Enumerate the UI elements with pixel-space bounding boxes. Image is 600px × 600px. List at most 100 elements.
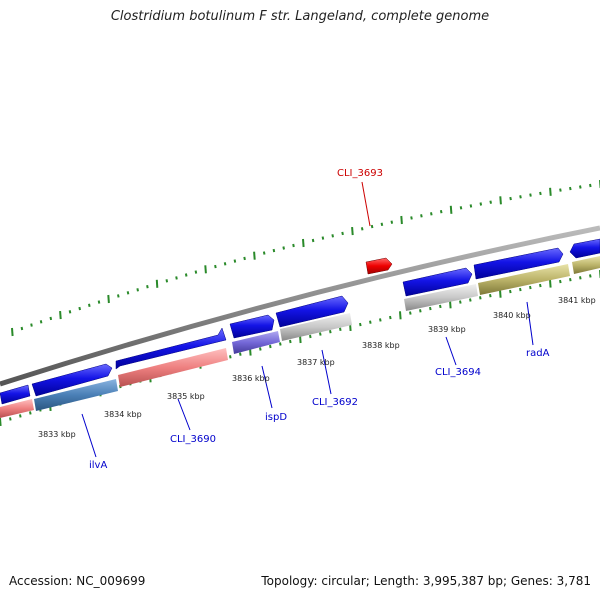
upper-tick-mark bbox=[579, 185, 582, 189]
upper-tick-mark bbox=[341, 231, 344, 236]
lower-tick-mark bbox=[539, 283, 542, 288]
label-leader-lines bbox=[81, 181, 534, 458]
label-CLI_3693[interactable]: CLI_3693 bbox=[337, 168, 383, 179]
upper-tick-mark bbox=[420, 214, 423, 218]
lower-tick-mark bbox=[399, 311, 402, 320]
tick-3836: 3836 kbp bbox=[232, 374, 270, 383]
upper-tick-mark bbox=[302, 238, 305, 248]
lower-tick-mark bbox=[459, 300, 462, 304]
label-radA[interactable]: radA bbox=[526, 348, 550, 359]
lower-tick-mark bbox=[289, 339, 292, 344]
upper-tick-mark bbox=[214, 264, 217, 269]
lower-tick-mark bbox=[329, 330, 332, 334]
lower-tick-mark bbox=[339, 327, 342, 331]
upper-tick-mark bbox=[30, 323, 33, 327]
upper-tick-mark bbox=[243, 256, 246, 261]
forward-cds-track bbox=[0, 238, 600, 405]
upper-tick-mark bbox=[469, 204, 473, 208]
upper-tick-mark bbox=[165, 279, 169, 283]
forward-cds-arrow[interactable] bbox=[0, 384, 31, 405]
feature-bar-right-edge[interactable] bbox=[572, 256, 600, 274]
upper-tick-mark bbox=[311, 238, 315, 243]
lower-tick-mark bbox=[529, 285, 532, 290]
feature-bar-CLI_3692[interactable] bbox=[280, 313, 352, 341]
upper-tick-mark bbox=[262, 251, 266, 255]
forward-cds-arrow[interactable] bbox=[229, 314, 275, 339]
feature-bar-CLI_3690[interactable] bbox=[118, 348, 228, 387]
upper-tick-mark bbox=[370, 224, 374, 229]
upper-tick-mark bbox=[380, 222, 384, 226]
lower-tick-mark bbox=[489, 294, 492, 298]
upper-tick-mark bbox=[272, 248, 276, 253]
lower-tick-mark bbox=[0, 417, 2, 427]
lower-tick-mark bbox=[29, 411, 32, 415]
lower-tick-mark bbox=[379, 318, 382, 322]
leader-radA bbox=[526, 301, 534, 346]
feature-bar-ispD[interactable] bbox=[232, 331, 280, 354]
lower-tick-mark bbox=[559, 279, 562, 284]
upper-tick-mark bbox=[351, 227, 354, 236]
forward-cds-arrow[interactable] bbox=[473, 247, 564, 280]
lower-tick-mark bbox=[319, 332, 322, 336]
forward-cds-arrow[interactable] bbox=[569, 238, 600, 259]
leader-ilvA bbox=[81, 413, 97, 458]
feature-bar-CLI_3694[interactable] bbox=[404, 284, 478, 311]
lower-tick-mark bbox=[479, 296, 482, 300]
label-ilvA[interactable]: ilvA bbox=[89, 460, 107, 471]
tick-3837: 3837 kbp bbox=[297, 358, 335, 367]
lower-tick-mark bbox=[359, 322, 362, 327]
upper-tick-mark bbox=[321, 236, 325, 240]
tick-3835: 3835 kbp bbox=[167, 392, 205, 401]
feature-bar-ilvA-region[interactable] bbox=[0, 399, 34, 418]
upper-tick-mark bbox=[233, 259, 237, 263]
upper-tick-mark bbox=[117, 294, 120, 298]
forward-cds-arrow[interactable] bbox=[402, 267, 473, 297]
lower-tick-mark bbox=[309, 334, 312, 339]
lower-tick-mark bbox=[229, 355, 232, 359]
forward-cds-arrow[interactable] bbox=[275, 295, 349, 328]
lower-tick-mark bbox=[239, 352, 242, 356]
tick-3841: 3841 kbp bbox=[558, 296, 596, 305]
upper-tick-mark bbox=[430, 212, 433, 216]
kbp-tick-labels: 3833 kbp 3834 kbp 3835 kbp 3836 kbp 3837… bbox=[38, 296, 596, 439]
leader-ispD bbox=[261, 365, 273, 409]
upper-tick-mark bbox=[20, 326, 24, 331]
upper-tick-mark bbox=[400, 215, 403, 225]
upper-tick-mark bbox=[223, 262, 227, 266]
lower-tick-mark bbox=[469, 298, 472, 302]
lower-tick-mark bbox=[439, 304, 442, 309]
upper-tick-mark bbox=[282, 246, 285, 250]
label-CLI_3690[interactable]: CLI_3690 bbox=[170, 434, 216, 445]
lower-tick-mark bbox=[269, 344, 272, 349]
label-CLI_3694[interactable]: CLI_3694 bbox=[435, 367, 481, 378]
upper-tick-mark bbox=[204, 265, 207, 274]
lower-tick-mark bbox=[589, 274, 592, 278]
upper-tick-mark bbox=[97, 300, 101, 304]
upper-tick-mark bbox=[589, 183, 592, 188]
lower-tick-mark bbox=[369, 320, 372, 324]
leader-CLI_3690 bbox=[177, 398, 191, 431]
forward-cds-arrow[interactable] bbox=[115, 327, 227, 370]
lower-tick-mark bbox=[579, 276, 582, 280]
upper-tick-mark bbox=[331, 234, 334, 238]
upper-tick-mark bbox=[489, 200, 492, 204]
upper-tick-mark bbox=[479, 202, 483, 206]
lower-tick-mark bbox=[19, 414, 22, 418]
upper-tick-mark bbox=[529, 193, 532, 197]
label-CLI_3692[interactable]: CLI_3692 bbox=[312, 397, 358, 408]
upper-tick-track bbox=[11, 180, 600, 337]
upper-tick-mark bbox=[49, 316, 53, 321]
cds-CLI_3693[interactable] bbox=[365, 257, 393, 275]
feature-bar-radA[interactable] bbox=[478, 264, 570, 295]
upper-tick-mark bbox=[194, 270, 198, 274]
feature-bar-track bbox=[0, 256, 600, 418]
tick-3834: 3834 kbp bbox=[104, 410, 142, 419]
gene-labels: CLI_3693 CLI_3694 radA ilvA CLI_3690 isp… bbox=[89, 168, 550, 471]
upper-tick-mark bbox=[155, 279, 159, 288]
upper-tick-mark bbox=[390, 220, 394, 224]
label-ispD[interactable]: ispD bbox=[265, 412, 287, 423]
upper-tick-mark bbox=[449, 205, 453, 214]
forward-cds-arrow[interactable] bbox=[31, 363, 113, 397]
feature-bar-ilvA[interactable] bbox=[34, 379, 118, 411]
lower-tick-mark bbox=[499, 289, 502, 298]
